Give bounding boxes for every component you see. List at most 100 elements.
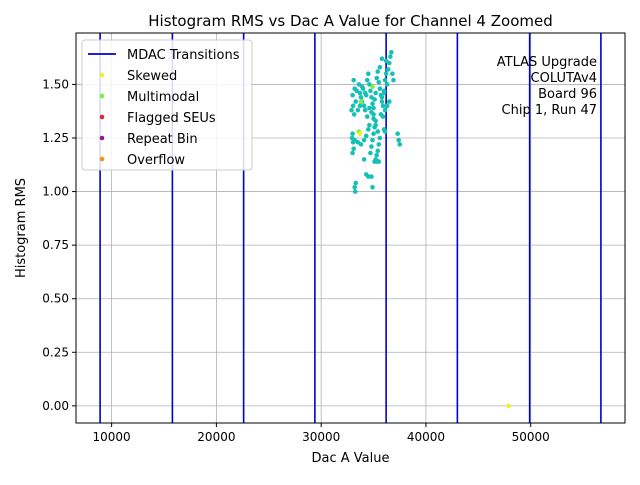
data-point [358, 94, 364, 100]
legend-label: Repeat Bin [127, 132, 198, 147]
data-point [364, 77, 370, 83]
plot-frame [75, 32, 626, 424]
data-point [371, 112, 376, 117]
data-point [361, 157, 367, 162]
x-tick-label: 10000 [93, 430, 131, 444]
data-point [358, 99, 364, 104]
legend: MDAC Transitions Skewed Multimodal Flagged … [81, 39, 253, 171]
legend-dot-swatch [99, 93, 105, 99]
x-tick-label: 30000 [302, 430, 340, 444]
data-point [373, 90, 378, 96]
annotation-line: ATLAS Upgrade [497, 55, 597, 70]
data-point [364, 114, 370, 119]
data-point [350, 103, 356, 109]
data-point [391, 77, 396, 83]
data-point [377, 64, 383, 70]
data-point [395, 131, 400, 137]
annotation-line: Board 96 [538, 87, 597, 102]
data-point [383, 58, 389, 64]
y-tick-label: 1.50 [42, 77, 69, 91]
data-point [379, 56, 385, 62]
data-point [382, 77, 388, 83]
data-point [376, 142, 382, 147]
data-point [383, 71, 389, 77]
annotation-line: Chip 1, Run 47 [502, 103, 597, 118]
x-axis-title: Dac A Value [312, 451, 390, 466]
data-point [363, 133, 369, 139]
data-point [386, 99, 392, 104]
y-tick-label: 1.25 [42, 131, 69, 145]
data-point [357, 90, 363, 96]
data-point [381, 90, 387, 96]
data-point [366, 174, 371, 179]
data-point [366, 71, 371, 77]
data-point [362, 90, 368, 96]
data-point [374, 75, 379, 81]
data-point [389, 49, 394, 55]
y-tick-label: 1.00 [42, 185, 69, 199]
data-point [379, 94, 385, 100]
data-point [376, 159, 382, 164]
data-point [380, 103, 386, 109]
data-point [368, 88, 373, 94]
data-point [358, 142, 364, 147]
data-point [351, 146, 356, 152]
y-tick-label: 0.75 [42, 238, 69, 252]
data-point [384, 82, 390, 87]
legend-dot-swatch [99, 72, 105, 78]
data-point [373, 118, 378, 124]
data-point [367, 122, 372, 128]
data-point [397, 142, 403, 147]
data-point [350, 150, 355, 156]
data-point [377, 135, 383, 141]
x-tick-label: 20000 [197, 430, 235, 444]
data-point [350, 131, 355, 137]
data-point [371, 131, 376, 137]
data-point [372, 97, 377, 102]
legend-dot-swatch [99, 156, 105, 162]
data-point [352, 184, 357, 190]
scatter-points [349, 49, 512, 409]
data-point [357, 131, 363, 137]
data-point [351, 77, 356, 83]
annotation-line: COLUTAv4 [531, 71, 597, 86]
data-point [374, 152, 379, 158]
data-point [352, 189, 358, 194]
data-point [351, 112, 357, 117]
legend-dot-swatch [99, 114, 105, 120]
y-axis-title: Histogram RMS [14, 178, 29, 278]
y-tick-label: 0.50 [42, 292, 69, 306]
y-axis-ticks: 0.00 0.25 0.50 0.75 1.00 1.25 1.50 [42, 77, 76, 413]
data-point [367, 105, 372, 111]
data-point [382, 129, 388, 134]
legend-dot-swatch [99, 135, 105, 141]
data-point [368, 150, 373, 156]
data-point [376, 79, 382, 85]
legend-label: Multimodal [127, 90, 199, 105]
x-tick-label: 50000 [512, 430, 550, 444]
data-point [375, 69, 381, 74]
data-point [366, 127, 371, 132]
x-axis-ticks: 10000 20000 30000 40000 50000 [93, 423, 550, 444]
data-point [369, 144, 374, 149]
data-point [370, 184, 375, 190]
data-point [370, 84, 375, 89]
legend-label: MDAC Transitions [127, 48, 240, 63]
data-point [375, 148, 381, 154]
data-point [353, 180, 359, 186]
data-point [375, 129, 381, 134]
legend-box [81, 39, 253, 171]
data-point [357, 103, 363, 109]
data-point [372, 124, 377, 130]
data-point [390, 71, 395, 77]
data-point [379, 99, 385, 104]
legend-label: Flagged SEUs [127, 111, 216, 126]
data-point [361, 137, 367, 143]
data-point [382, 107, 388, 113]
data-point [370, 101, 375, 107]
legend-label: Skewed [127, 69, 177, 84]
chart-title: Histogram RMS vs Dac A Value for Channel… [148, 12, 553, 30]
